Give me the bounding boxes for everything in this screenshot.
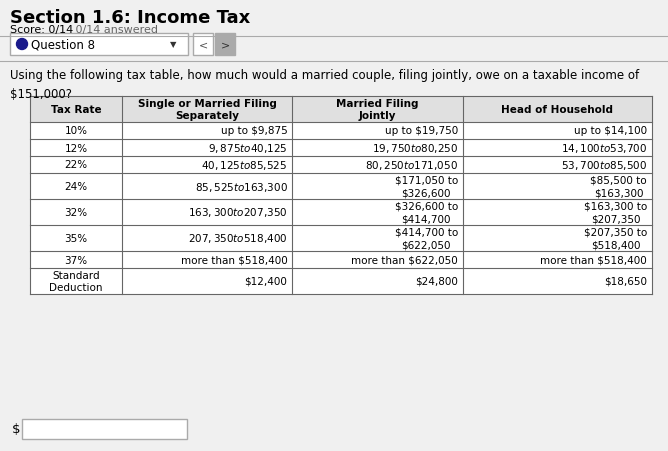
Bar [215,34,235,56]
Text: up to $14,100: up to $14,100 [574,126,647,136]
Text: 37%: 37% [65,255,88,265]
Text: Tax Rate: Tax Rate [51,105,102,115]
Text: $80,250 to $171,050: $80,250 to $171,050 [365,159,458,172]
Text: $: $ [12,423,21,436]
Text: $24,800: $24,800 [415,276,458,286]
Text: $207,350 to $518,400: $207,350 to $518,400 [188,232,287,245]
Text: $9,875 to $40,125: $9,875 to $40,125 [208,142,287,155]
Text: $171,050 to
$326,600: $171,050 to $326,600 [395,175,458,198]
Text: $326,600 to
$414,700: $326,600 to $414,700 [395,201,458,224]
Text: Using the following tax table, how much would a married couple, filing jointly, : Using the following tax table, how much … [10,69,639,101]
Text: 12%: 12% [65,143,88,153]
Text: up to $19,750: up to $19,750 [385,126,458,136]
Text: 32%: 32% [65,207,88,217]
Bar [30,97,652,295]
Text: $163,300 to $207,350: $163,300 to $207,350 [188,206,287,219]
Text: Score: 0/14: Score: 0/14 [10,25,73,35]
Text: 22%: 22% [65,160,88,170]
Text: $85,500 to
$163,300: $85,500 to $163,300 [591,175,647,198]
Text: ▼: ▼ [170,41,176,50]
Text: >: > [220,40,230,50]
Text: up to $9,875: up to $9,875 [220,126,287,136]
Bar [193,34,213,56]
Text: $12,400: $12,400 [244,276,287,286]
Text: 0/14 answered: 0/14 answered [65,25,158,35]
Text: $85,525 to $163,300: $85,525 to $163,300 [194,180,287,193]
Text: more than $518,400: more than $518,400 [540,255,647,265]
Text: Head of Household: Head of Household [502,105,613,115]
Text: $19,750 to $80,250: $19,750 to $80,250 [371,142,458,155]
Text: more than $518,400: more than $518,400 [181,255,287,265]
Text: 35%: 35% [65,234,88,244]
Text: $53,700 to $85,500: $53,700 to $85,500 [560,159,647,172]
Text: $163,300 to
$207,350: $163,300 to $207,350 [584,201,647,224]
Text: $18,650: $18,650 [604,276,647,286]
Bar [22,419,187,439]
Text: 24%: 24% [65,182,88,192]
Text: Married Filing
Jointly: Married Filing Jointly [337,99,419,121]
Circle shape [17,39,27,51]
Text: $414,700 to
$622,050: $414,700 to $622,050 [395,227,458,250]
Text: more than $622,050: more than $622,050 [351,255,458,265]
Text: <: < [198,40,208,50]
Bar [10,34,188,56]
Text: $14,100 to $53,700: $14,100 to $53,700 [560,142,647,155]
Text: $207,350 to
$518,400: $207,350 to $518,400 [584,227,647,250]
Text: Section 1.6: Income Tax: Section 1.6: Income Tax [10,9,250,27]
Bar [30,97,652,123]
Text: 10%: 10% [65,126,88,136]
Text: Single or Married Filing
Separately: Single or Married Filing Separately [138,99,277,121]
Text: $40,125 to $85,525: $40,125 to $85,525 [201,159,287,172]
Text: Standard
Deduction: Standard Deduction [49,270,103,293]
Text: Question 8: Question 8 [31,38,95,51]
